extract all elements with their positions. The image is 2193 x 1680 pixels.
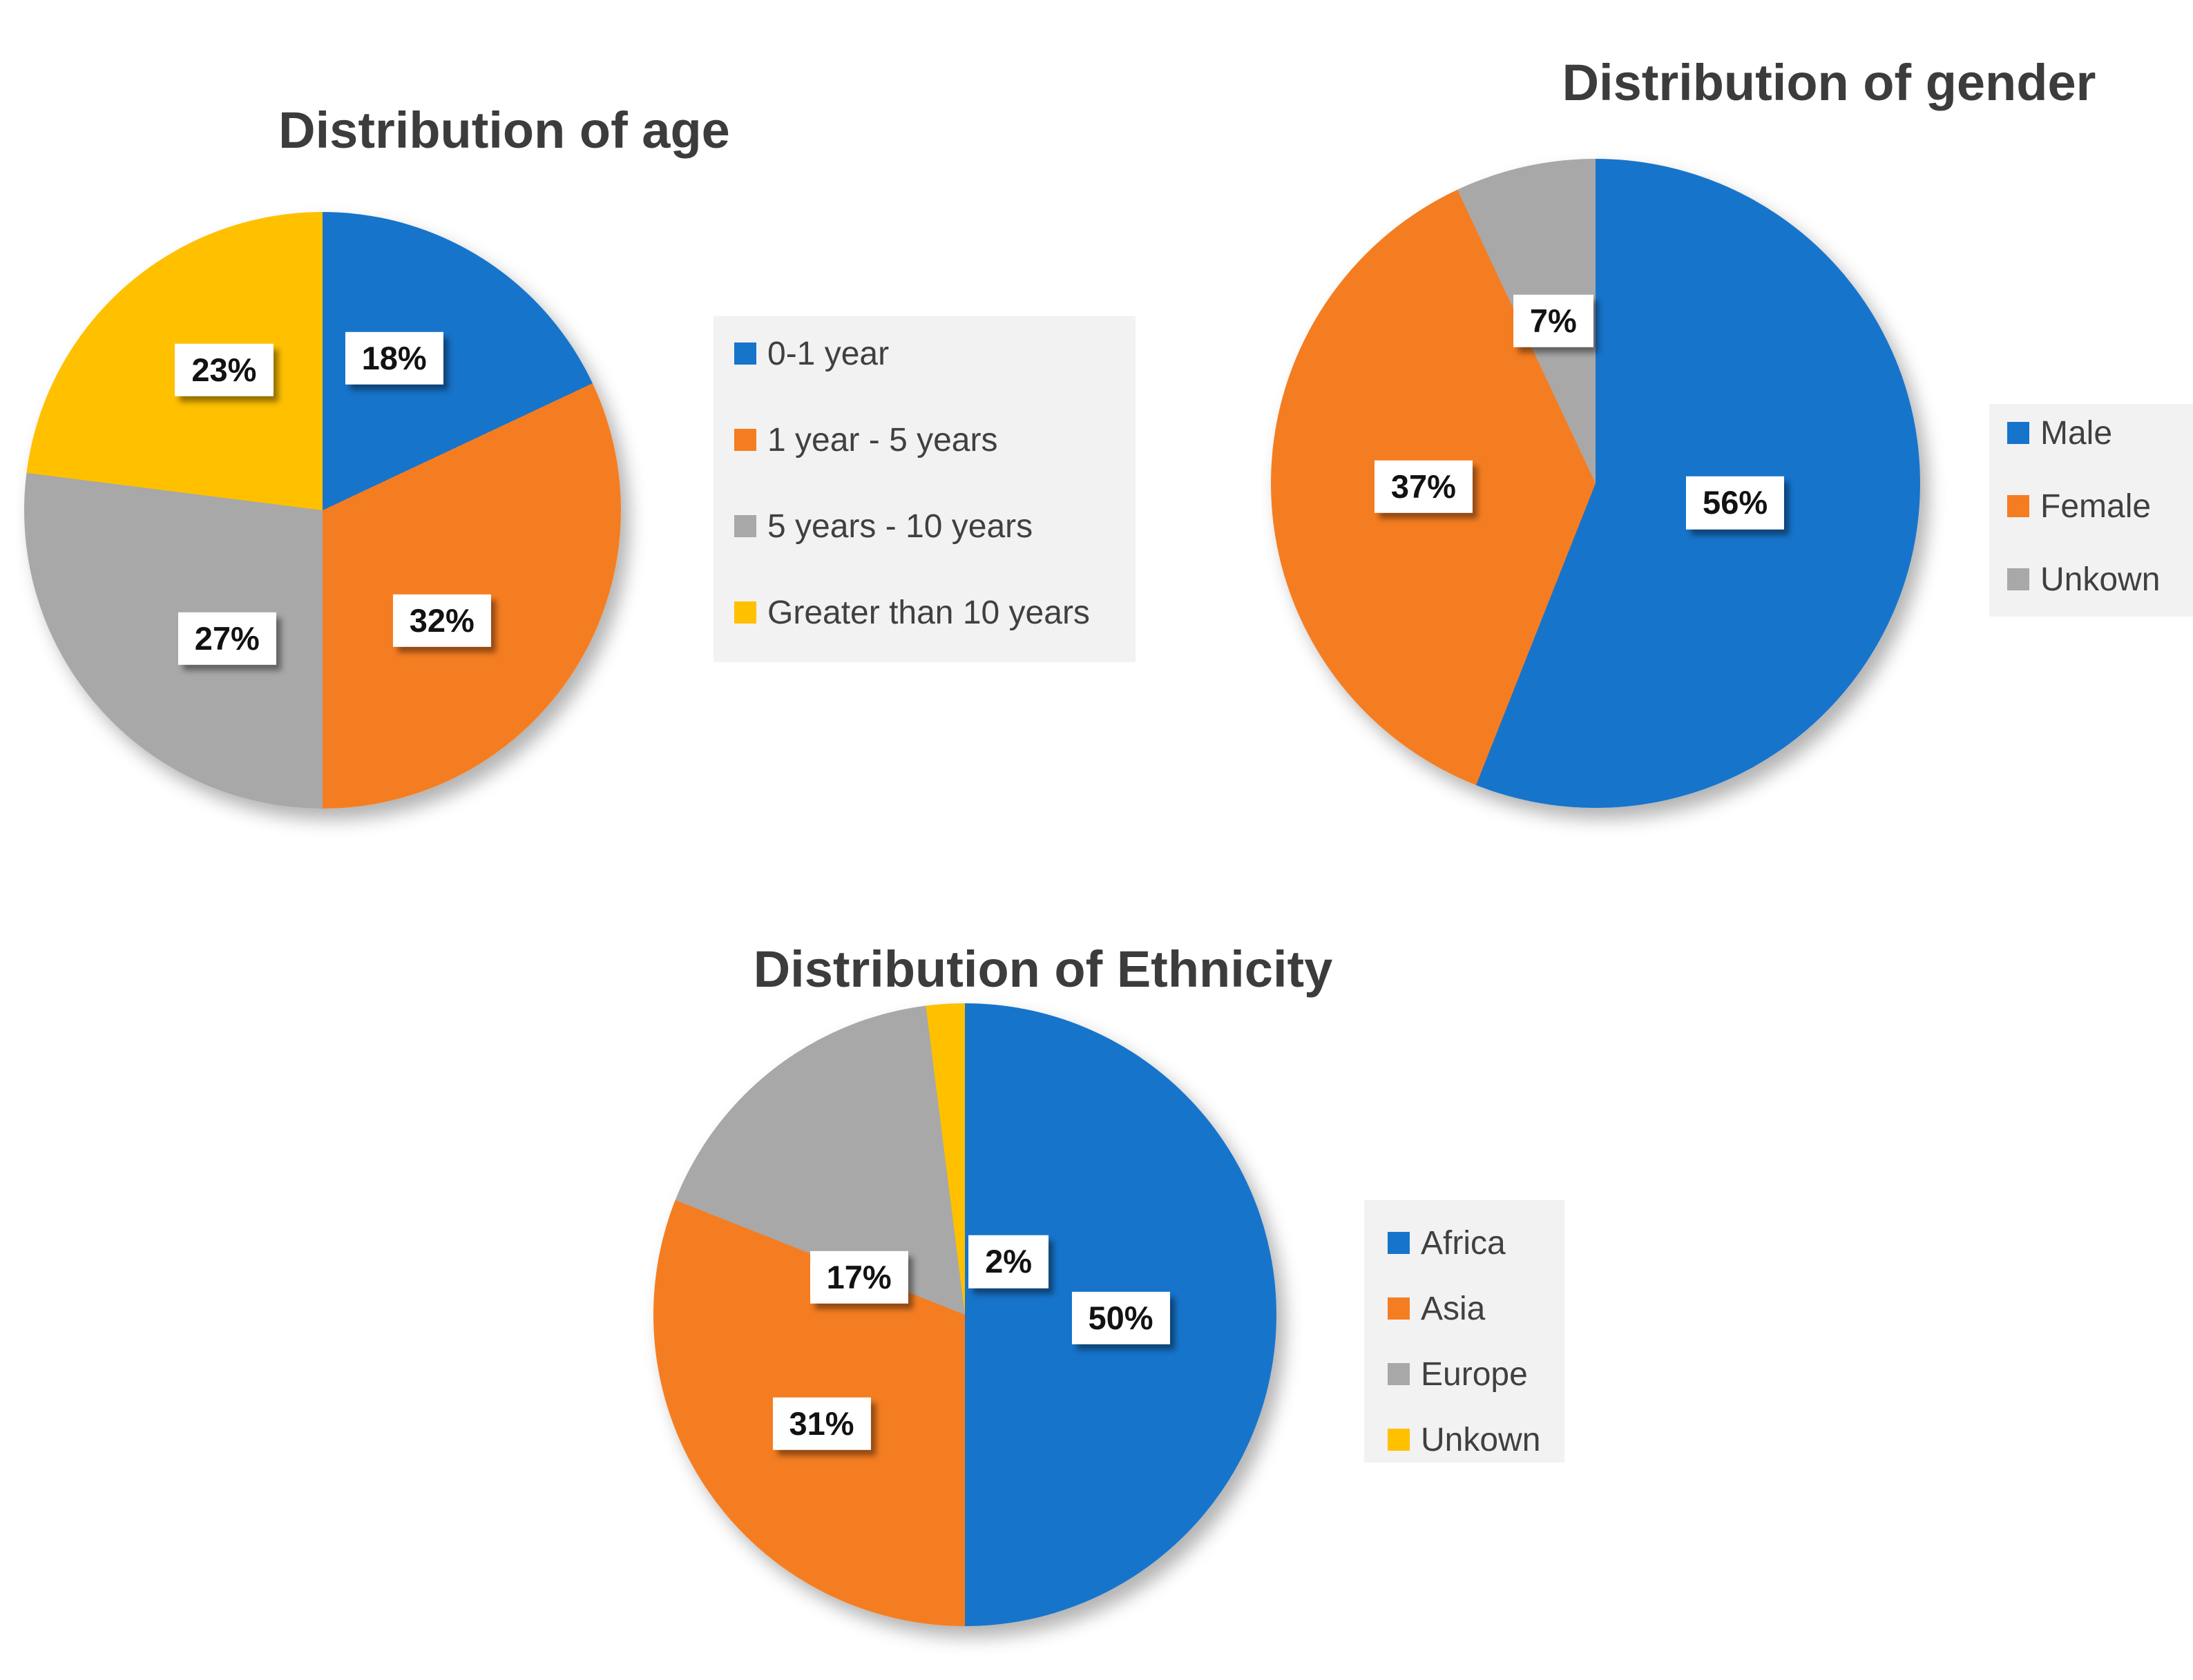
- pie-value-label: 7%: [1513, 294, 1593, 348]
- legend-swatch: [734, 429, 756, 451]
- legend-label: 5 years - 10 years: [767, 508, 1033, 545]
- pie-value-label: 37%: [1374, 460, 1473, 513]
- legend-item: 1 year - 5 years: [734, 421, 1136, 459]
- legend-label: Europe: [1421, 1355, 1528, 1393]
- pie-value-label: 50%: [1071, 1291, 1170, 1344]
- legend-item: Unkown: [1388, 1420, 1564, 1459]
- legend-item: Africa: [1388, 1224, 1564, 1262]
- legend-swatch: [2007, 495, 2029, 517]
- legend-item: Europe: [1388, 1355, 1564, 1393]
- pie: [653, 1003, 1276, 1626]
- pie: [24, 212, 621, 809]
- legend-swatch: [2007, 422, 2029, 444]
- pie-value-label: 23%: [175, 343, 274, 397]
- legend-label: Unkown: [1421, 1421, 1541, 1458]
- pie-value-label: 27%: [178, 612, 276, 665]
- legend-item: Greater than 10 years: [734, 593, 1136, 632]
- legend-label: 1 year - 5 years: [767, 421, 998, 458]
- chart-title: Distribution of age: [278, 102, 730, 160]
- pie-value-label: 17%: [810, 1251, 908, 1304]
- legend-label: Unkown: [2040, 561, 2161, 598]
- legend-label: Female: [2040, 487, 2152, 525]
- chart-title: Distribution of gender: [1562, 54, 2096, 112]
- legend: 0-1 year 1 year - 5 years 5 years - 10 y…: [714, 316, 1136, 662]
- chart-title: Distribution of Ethnicity: [753, 940, 1333, 998]
- legend-item: 5 years - 10 years: [734, 507, 1136, 545]
- legend-swatch: [2007, 568, 2029, 590]
- pie-value-label: 18%: [345, 331, 443, 385]
- legend-swatch: [1388, 1429, 1410, 1451]
- pie-value-label: 56%: [1686, 476, 1785, 530]
- legend-swatch: [1388, 1232, 1410, 1254]
- legend-item: 0-1 year: [734, 334, 1136, 373]
- legend-item: Female: [2007, 487, 2193, 525]
- legend-label: Africa: [1421, 1224, 1506, 1262]
- legend: Africa Asia Europe Unkown: [1364, 1200, 1564, 1462]
- legend-swatch: [734, 515, 756, 537]
- legend-swatch: [1388, 1297, 1410, 1320]
- pie-value-label: 31%: [772, 1397, 871, 1451]
- legend-swatch: [1388, 1363, 1410, 1385]
- pie: [1271, 159, 1920, 808]
- legend-label: Male: [2040, 414, 2113, 452]
- legend-label: 0-1 year: [767, 335, 890, 372]
- legend-swatch: [734, 601, 756, 624]
- legend-item: Unkown: [2007, 560, 2193, 599]
- legend: Male Female Unkown: [1989, 404, 2193, 617]
- legend-label: Greater than 10 years: [767, 594, 1090, 631]
- legend-item: Asia: [1388, 1289, 1564, 1328]
- legend-label: Asia: [1421, 1290, 1486, 1327]
- pie-value-label: 32%: [392, 594, 491, 648]
- pie-value-label: 2%: [968, 1235, 1049, 1288]
- legend-swatch: [734, 342, 756, 365]
- legend-item: Male: [2007, 414, 2193, 452]
